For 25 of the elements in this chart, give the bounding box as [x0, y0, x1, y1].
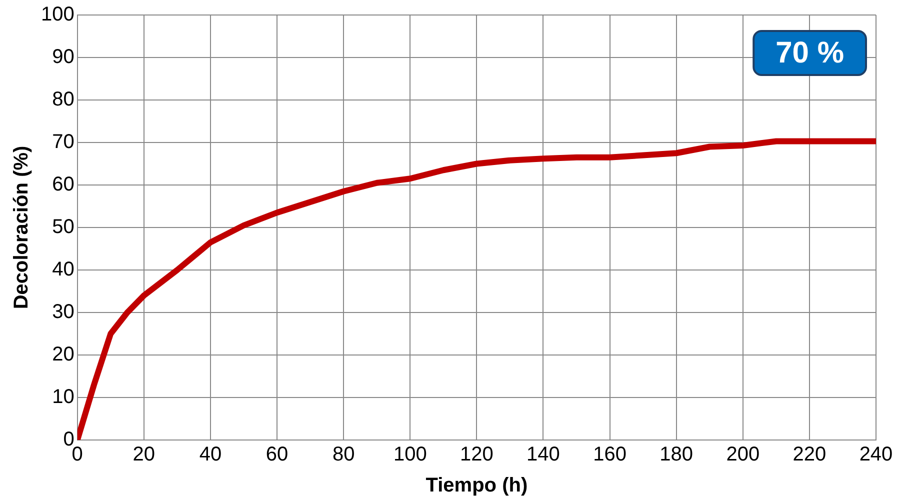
y-tick-label: 100 [40, 4, 74, 26]
x-tick-label: 100 [393, 444, 427, 466]
x-tick-label: 240 [859, 444, 893, 466]
x-tick-label: 220 [792, 444, 826, 466]
y-tick-label: 60 [52, 174, 74, 196]
y-tick-label: 40 [52, 258, 74, 281]
y-tick-label: 70 [52, 131, 74, 154]
x-tick-label: 120 [460, 444, 494, 466]
x-tick-label: 20 [132, 444, 156, 466]
x-tick-label: 200 [726, 444, 760, 466]
y-tick-label: 80 [52, 88, 74, 111]
x-tick-label: 40 [199, 444, 222, 466]
y-tick-label: 10 [52, 386, 74, 408]
x-axis-title: Tiempo (h) [426, 474, 528, 497]
y-tick-label: 20 [52, 344, 74, 366]
y-tick-label: 30 [52, 301, 74, 324]
x-tick-label: 80 [332, 444, 355, 466]
y-tick-label: 90 [52, 46, 74, 68]
y-tick-label: 50 [52, 216, 74, 238]
y-axis-title: Decoloración (%) [10, 146, 33, 310]
x-tick-label: 160 [593, 444, 626, 466]
x-tick-label: 60 [266, 444, 288, 466]
x-tick-label: 180 [660, 444, 694, 466]
x-tick-label: 140 [526, 444, 560, 466]
annotation: 70 % [776, 36, 844, 70]
